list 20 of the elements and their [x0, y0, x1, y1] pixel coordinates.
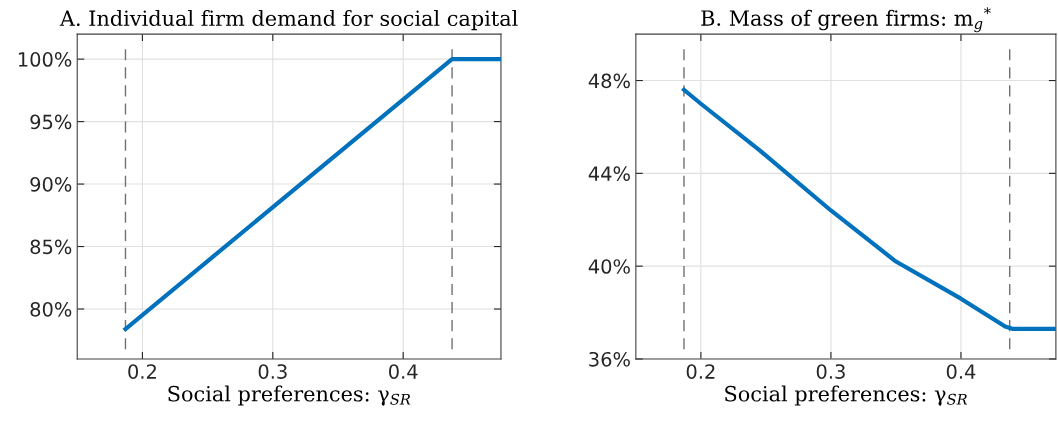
chart-title: A. Individual firm demand for social capital	[59, 9, 518, 31]
y-tick-label: 90%	[30, 177, 72, 192]
line-series	[681, 87, 1056, 331]
y-tick-label: 85%	[30, 239, 72, 255]
y-tick-label: 44%	[588, 166, 630, 182]
x-tick-label: 0.4	[389, 364, 418, 379]
x-axis-title: Social preferences: γ$_{SR}$	[725, 385, 968, 406]
x-tick-label: 0.2	[128, 364, 156, 379]
x-tick-label: 0.3	[258, 364, 287, 379]
x-tick-label: 0.4	[946, 364, 976, 379]
y-tick-label: 100%	[18, 52, 72, 67]
x-tick-label: 0.2	[686, 364, 715, 379]
y-tick-label: 40%	[588, 259, 630, 274]
y-tick-label: 36%	[589, 351, 630, 367]
y-tick-label: 48%	[588, 73, 630, 89]
chart-title: B. Mass of green firms: m$_{g}$$^{*}$	[701, 7, 991, 33]
y-tick-label: 95%	[30, 114, 72, 130]
x-axis-title: Social preferences: γ$_{SR}$	[168, 385, 411, 406]
x-tick-label: 0.3	[816, 364, 845, 379]
y-tick-label: 80%	[30, 301, 72, 317]
